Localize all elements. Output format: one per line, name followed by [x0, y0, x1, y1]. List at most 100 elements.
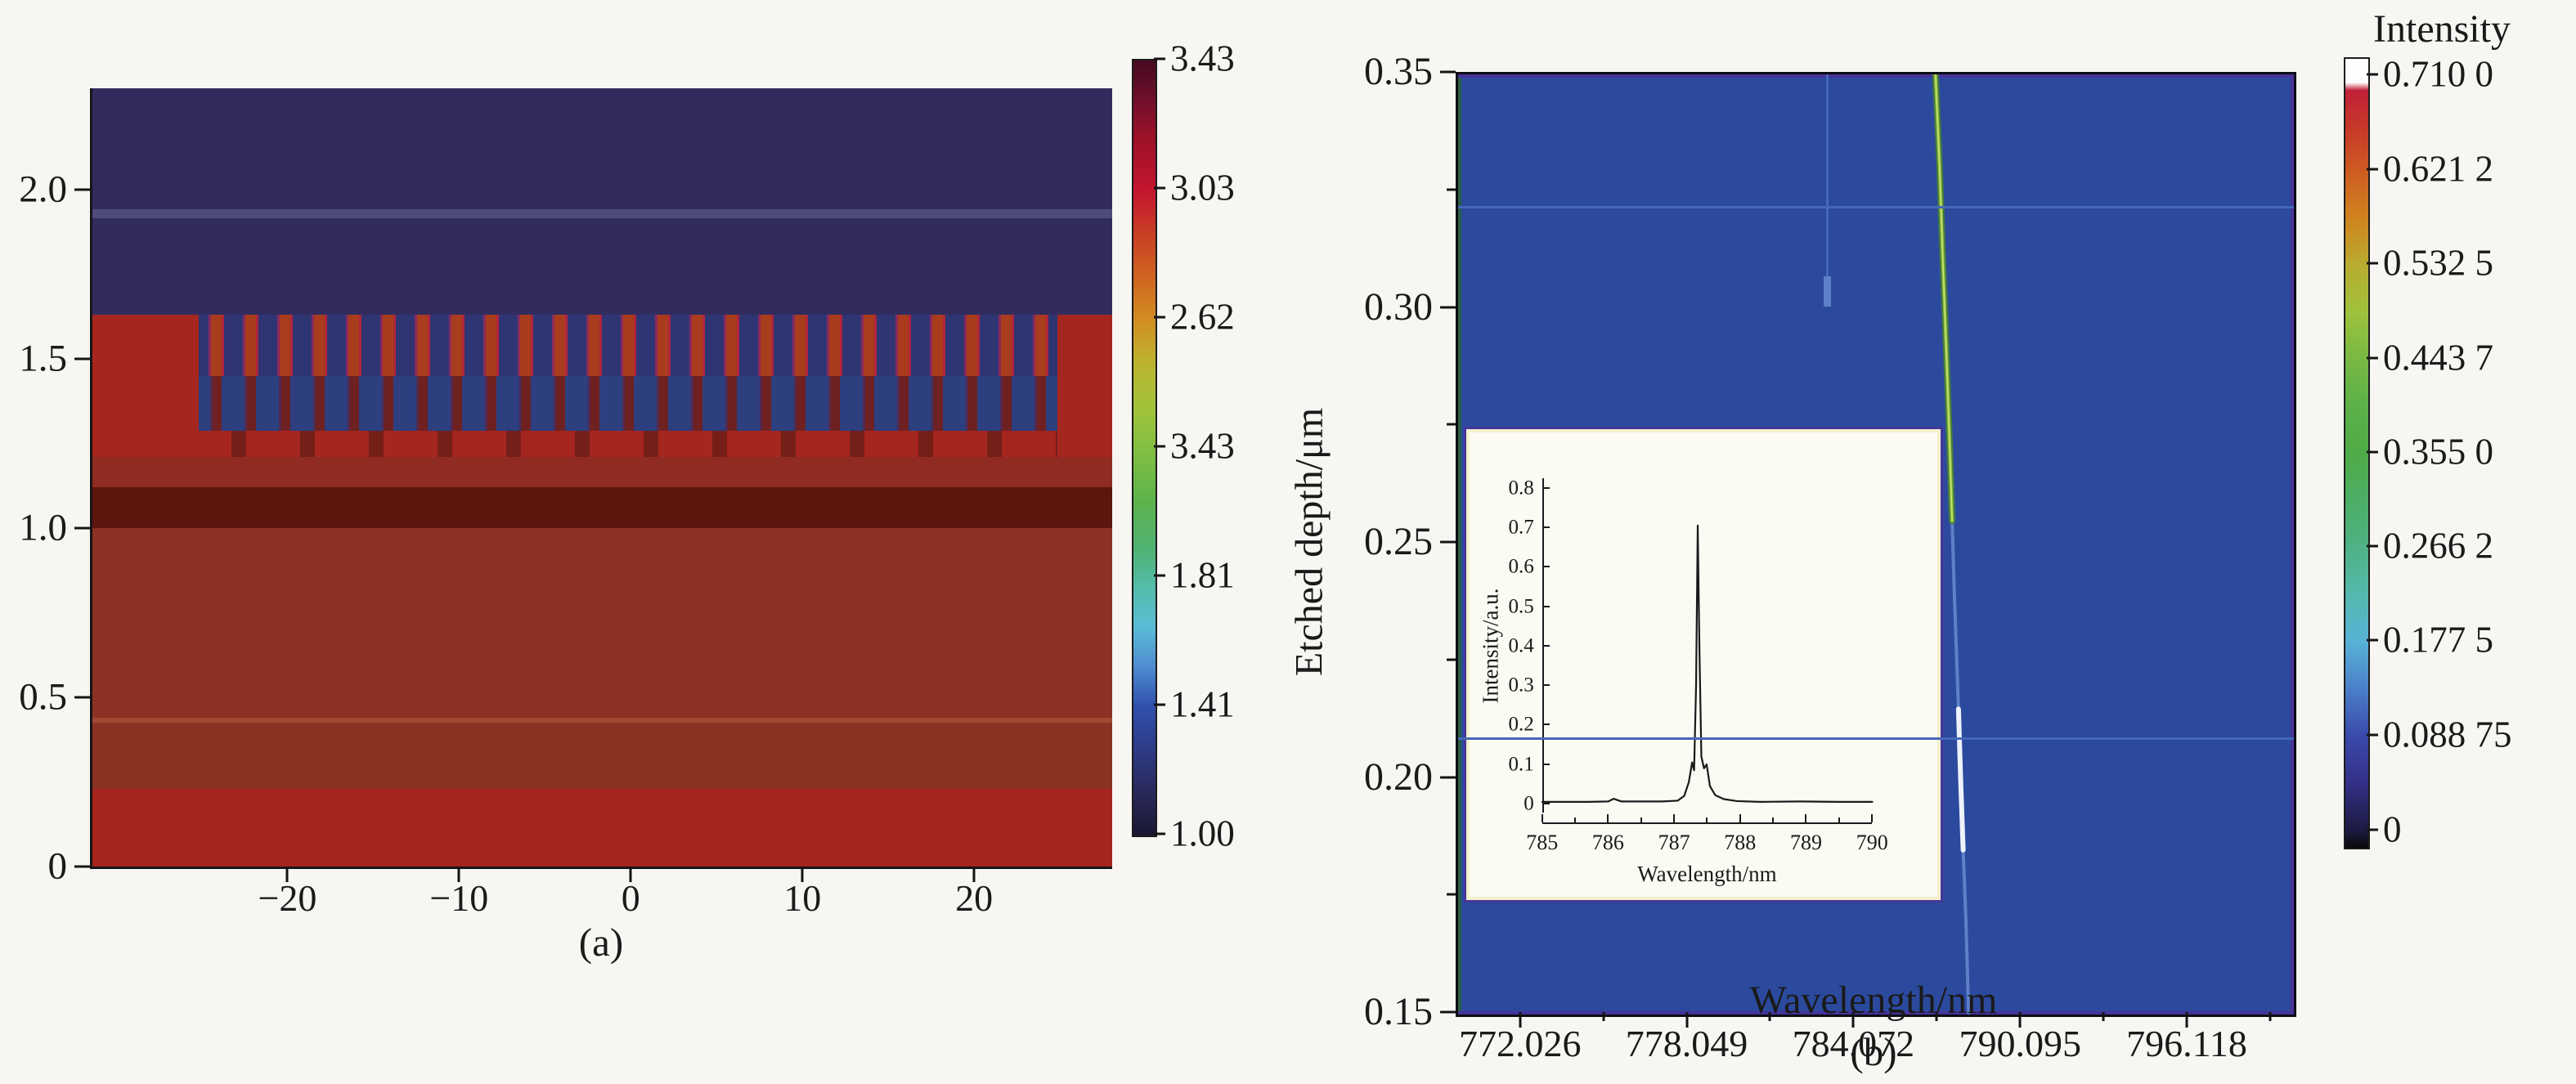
panel-a-x-tick-label: −10 — [429, 877, 489, 919]
colorbar-tick-label: 0.532 5 — [2383, 242, 2493, 284]
faint-horizontal-line — [1458, 206, 2294, 208]
inset-x-minor-tick — [1706, 817, 1708, 822]
panel-a-x-tick-label: 20 — [955, 877, 994, 919]
inset-y-tick — [1542, 644, 1550, 647]
panel-a-y-tick — [74, 865, 90, 868]
panel-b-y-tick-label: 0.25 — [1364, 520, 1433, 563]
colorbar-tick-label: 0.355 0 — [2383, 431, 2493, 472]
inset-y-tick-label: 0.1 — [1508, 753, 1534, 776]
inset-y-tick-label: 0.3 — [1508, 674, 1534, 697]
inset-x-tick-label: 785 — [1526, 830, 1559, 854]
inset-y-tick — [1542, 803, 1550, 805]
panel-b-y-tick-label: 0.15 — [1364, 990, 1433, 1033]
inset-y-tick — [1542, 526, 1550, 528]
lasing-wavelength-ridge — [1458, 74, 2294, 1015]
inset-x-tick-label: 788 — [1724, 830, 1757, 854]
colorbar-tick-label: 1.41 — [1170, 683, 1235, 725]
inset-x-tick-label: 790 — [1856, 830, 1888, 854]
panel-a-x-tick-label: 10 — [783, 877, 822, 919]
panel-b-y-axis-label: Etched depth/μm — [1287, 407, 1331, 677]
panel-b-y-tick-label: 0.20 — [1364, 755, 1433, 799]
panel-b-x-tick-label: 796.118 — [2126, 1023, 2247, 1064]
inset-y-tick — [1542, 723, 1550, 726]
panel-a-y-tick — [74, 357, 90, 361]
colorbar-tick-label: 0.177 5 — [2383, 619, 2493, 661]
inset-y-tick — [1542, 605, 1550, 607]
inset-y-axis-label: Intensity/a.u. — [1478, 588, 1503, 704]
panel-a-colorbar — [1132, 59, 1157, 837]
panel-b-y-tick — [1440, 776, 1456, 778]
layer-dark-core-layer — [92, 487, 1112, 529]
inset-y-tick — [1542, 486, 1550, 489]
inset-x-minor-tick — [1838, 817, 1840, 822]
inset-y-tick-label: 0.7 — [1508, 516, 1534, 539]
inset-y-tick — [1542, 763, 1550, 765]
inset-spectrum-curve — [1542, 488, 1872, 804]
panel-a-y-tick-label: 0.5 — [19, 675, 67, 719]
panel-b-caption: (b) — [1850, 1029, 1897, 1074]
inset-x-tick-label: 789 — [1789, 830, 1822, 854]
layer-buffer-layer — [92, 723, 1112, 789]
inset-x-tick-label: 786 — [1591, 830, 1624, 854]
inset-y-tick-label: 0 — [1524, 792, 1534, 815]
inset-y-tick-label: 0.8 — [1508, 477, 1534, 499]
inset-x-axis-label: Wavelength/nm — [1637, 861, 1777, 886]
colorbar-tick-label: 0.443 7 — [2383, 337, 2493, 379]
panel-b-x-axis-label: Wavelength/nm — [1749, 979, 1998, 1022]
inset-x-axis-line — [1542, 822, 1873, 824]
inset-x-tick — [1739, 813, 1741, 822]
panel-a-y-tick — [74, 526, 90, 530]
panel-b-y-tick — [1440, 1010, 1456, 1014]
panel-b-y-tick — [1440, 70, 1456, 74]
colorbar-tick-label: 1.00 — [1170, 813, 1235, 854]
panel-b-y-minor-tick — [1447, 423, 1456, 426]
inset-y-tick — [1542, 684, 1550, 687]
inset-x-minor-tick — [1640, 817, 1642, 822]
panel-a-y-tick-label: 1.5 — [19, 337, 67, 380]
layer-faint-interface-lower — [92, 717, 1112, 727]
inset-y-tick-label: 0.5 — [1508, 595, 1534, 618]
inset-x-tick — [1673, 813, 1676, 822]
panel-a-x-tick-label: 0 — [621, 877, 640, 919]
panel-a-y-tick — [74, 188, 90, 191]
colorbar-tick-label: 3.43 — [1170, 425, 1235, 467]
colorbar-tick-label: 3.03 — [1170, 167, 1235, 208]
grating-notch-row — [199, 430, 1057, 458]
inset-x-tick — [1541, 813, 1543, 822]
grating-teeth-upper — [199, 315, 1057, 376]
inset-x-minor-tick — [1772, 817, 1775, 822]
panel-a-x-tick-label: −20 — [258, 877, 317, 919]
layer-top-cladding-air — [92, 88, 1112, 316]
panel-a-caption: (a) — [578, 920, 624, 965]
inset-y-tick-label: 0.4 — [1508, 634, 1534, 657]
panel-a-y-tick-label: 1.0 — [19, 506, 67, 549]
colorbar-tick-label: 0 — [2383, 809, 2402, 850]
panel-b-y-minor-tick — [1447, 188, 1456, 191]
layer-substrate — [92, 788, 1112, 867]
panel-b-colorbar-title: Intensity — [2373, 7, 2511, 51]
panel-b-heatmap: Intensity/a.u. Wavelength/nm 0 0.1 0.2 0.3 0… — [1456, 72, 2296, 1017]
panel-a-y-tick-label: 0 — [47, 844, 68, 888]
panel-a-y-tick — [74, 696, 90, 699]
panel-b-x-tick-label: 772.026 — [1458, 1023, 1582, 1064]
inset-x-tick — [1871, 813, 1874, 822]
panel-a-heatmap — [90, 88, 1112, 869]
grating-teeth-lower — [199, 375, 1057, 431]
panel-b-y-tick — [1440, 306, 1456, 308]
panel-b-y-tick-label: 0.30 — [1364, 284, 1433, 329]
colorbar-tick-label: 0.710 0 — [2383, 53, 2493, 95]
colorbar-tick-label: 1.81 — [1170, 554, 1235, 596]
panel-b-colorbar — [2344, 57, 2370, 849]
layer-faint-interface-upper — [92, 209, 1112, 219]
inset-y-tick — [1542, 566, 1550, 568]
faint-vertical-line-blob — [1824, 276, 1832, 307]
layer-transition-layer — [92, 457, 1112, 488]
panel-b-inset-spectrum: Intensity/a.u. Wavelength/nm 0 0.1 0.2 0.3 0… — [1466, 428, 1941, 900]
faint-horizontal-line — [1458, 737, 2294, 740]
panel-b-y-minor-tick — [1447, 893, 1456, 896]
colorbar-tick-label: 0.088 75 — [2383, 714, 2512, 755]
panel-b-x-tick-label: 778.049 — [1625, 1023, 1748, 1064]
colorbar-tick-label: 2.62 — [1170, 296, 1235, 338]
panel-b-y-minor-tick — [1447, 658, 1456, 661]
